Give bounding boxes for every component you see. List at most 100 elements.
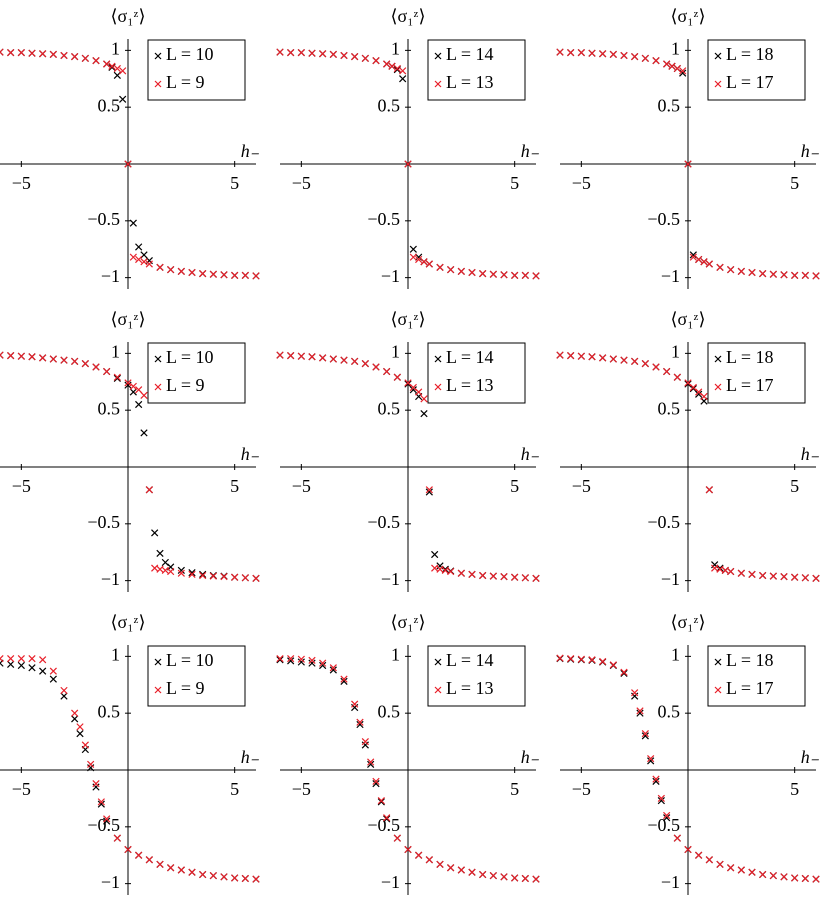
data-point — [780, 573, 788, 581]
data-point — [319, 661, 327, 670]
y-tick-label: −1 — [381, 569, 400, 589]
data-point — [199, 270, 207, 278]
cross-stroke — [657, 794, 665, 803]
data-point — [663, 60, 671, 68]
cross-stroke — [420, 258, 428, 266]
cross-stroke — [231, 271, 239, 279]
data-point — [511, 271, 519, 279]
data-point — [276, 351, 284, 359]
x-axis-label: h₋ — [801, 747, 820, 767]
data-point — [567, 49, 575, 57]
cross-stroke — [0, 351, 4, 356]
cross-stroke — [737, 569, 745, 577]
data-point — [727, 266, 735, 274]
data-point — [609, 661, 617, 669]
cross-stroke — [425, 260, 433, 268]
data-point — [92, 780, 100, 788]
cross-stroke — [103, 817, 111, 825]
data-point — [188, 868, 196, 876]
data-point — [103, 815, 111, 823]
legend-box — [707, 645, 806, 707]
x-axis-label: h₋ — [801, 444, 820, 464]
cross-stroke — [231, 573, 239, 581]
data-point — [7, 655, 15, 663]
data-point — [425, 856, 433, 864]
cross-stroke — [652, 363, 660, 371]
data-point — [436, 263, 444, 272]
data-point — [81, 741, 89, 749]
data-point — [60, 692, 68, 700]
cross-stroke — [609, 661, 617, 669]
data-point — [308, 49, 316, 57]
cross-stroke — [689, 383, 697, 392]
legend-marker — [434, 80, 442, 88]
x-tick-label: 5 — [510, 173, 519, 193]
cross-stroke — [60, 356, 68, 364]
legend-marker — [714, 355, 722, 363]
data-point — [489, 872, 497, 880]
cross-stroke — [599, 50, 607, 58]
data-point — [297, 655, 305, 663]
cross-stroke — [748, 570, 756, 579]
cross-stroke — [647, 757, 655, 765]
y-tick-label: 0.5 — [98, 95, 121, 115]
data-point — [231, 271, 239, 279]
cross-stroke — [511, 874, 519, 882]
data-point — [39, 354, 47, 362]
cross-stroke — [0, 655, 4, 660]
cross-stroke — [252, 875, 260, 883]
cross-stroke — [340, 51, 348, 60]
cross-stroke — [177, 569, 185, 577]
data-point — [441, 566, 449, 575]
data-point — [135, 400, 143, 409]
x-axis-label: h₋ — [801, 141, 820, 161]
cross-stroke — [145, 256, 153, 265]
data-point — [151, 564, 159, 572]
cross-stroke — [209, 572, 217, 580]
data-point — [457, 569, 465, 577]
cross-stroke — [81, 359, 89, 368]
data-point — [431, 564, 439, 572]
cross-stroke — [436, 565, 444, 573]
cross-stroke — [500, 873, 508, 881]
cross-stroke — [252, 574, 260, 582]
cross-stroke — [663, 367, 671, 376]
cross-stroke — [351, 700, 359, 708]
data-point — [39, 667, 47, 675]
data-point — [457, 866, 465, 874]
data-point — [695, 851, 703, 859]
data-point — [769, 270, 777, 278]
x-tick-label: 5 — [510, 476, 519, 496]
data-point — [92, 783, 100, 791]
legend-marker — [434, 658, 442, 666]
data-point — [759, 270, 767, 278]
data-point — [113, 374, 121, 382]
cross-stroke — [641, 359, 649, 368]
data-point — [689, 253, 697, 261]
data-point — [71, 715, 79, 723]
cross-stroke — [145, 260, 153, 268]
cross-stroke — [588, 656, 596, 664]
data-point — [500, 573, 508, 581]
cross-stroke — [351, 357, 359, 365]
data-point — [383, 60, 391, 68]
data-point — [684, 160, 692, 168]
data-point — [652, 363, 660, 371]
data-point — [812, 574, 820, 582]
cross-stroke — [511, 271, 519, 279]
cross-stroke — [276, 655, 284, 663]
cross-stroke — [631, 357, 639, 365]
cross-stroke — [209, 270, 217, 278]
cross-stroke — [340, 675, 348, 683]
data-point — [588, 656, 596, 664]
cross-stroke — [567, 655, 575, 663]
data-point — [388, 62, 396, 70]
x-tick-label: −5 — [12, 476, 31, 496]
cross-stroke — [812, 574, 820, 582]
data-point — [748, 868, 756, 876]
cross-stroke — [361, 737, 369, 746]
cross-stroke — [631, 692, 639, 700]
data-point — [231, 573, 239, 581]
cross-stroke — [154, 658, 162, 666]
x-axis-label: h₋ — [241, 747, 260, 767]
